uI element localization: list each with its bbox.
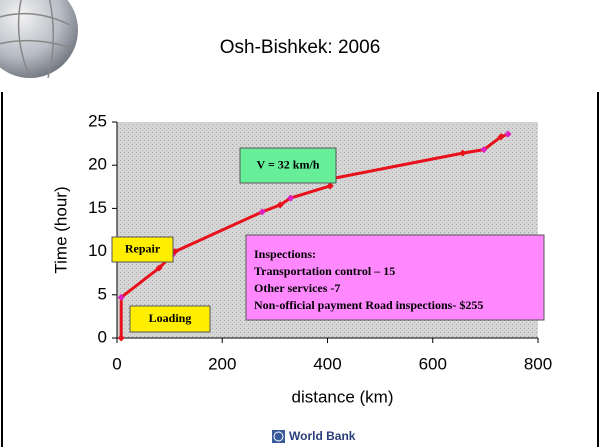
x-tick-label: 600	[419, 354, 447, 373]
y-tick-label: 25	[88, 111, 107, 130]
footer: World Bank	[272, 429, 356, 443]
y-tick-label: 5	[98, 284, 107, 303]
slide: Osh-Bishkek: 2006 0 5 10 15 20 25 0 200 400 600 80…	[0, 0, 600, 447]
slide-title: Osh-Bishkek: 2006	[220, 37, 381, 58]
x-tick-label: 400	[313, 354, 341, 373]
x-axis-label: distance (km)	[291, 387, 393, 406]
y-tick-label: 10	[88, 241, 107, 260]
annotation-line: Non-official payment Road inspections- $…	[254, 298, 483, 312]
y-tick-label: 0	[98, 327, 107, 346]
x-tick-label: 200	[208, 354, 236, 373]
y-axis-label: Time (hour)	[51, 186, 70, 273]
annotation-text: Repair	[125, 241, 161, 255]
footer-text: World Bank	[289, 429, 356, 443]
x-tick-label: 800	[524, 354, 552, 373]
annotation-line: Inspections:	[254, 247, 316, 261]
annotation-text: V = 32 km/h	[257, 157, 320, 171]
x-tick-label: 0	[112, 354, 121, 373]
y-tick-label: 15	[88, 198, 107, 217]
globe-icon	[0, 0, 78, 78]
annotation-text: Loading	[149, 311, 192, 325]
y-tick-label: 20	[88, 155, 107, 174]
annotation-line: Other services -7	[254, 281, 340, 295]
chart: 0 5 10 15 20 25 0 200 400 600 800 distance (km) Time…	[51, 111, 552, 406]
annotation-line: Transportation control – 15	[254, 264, 395, 278]
